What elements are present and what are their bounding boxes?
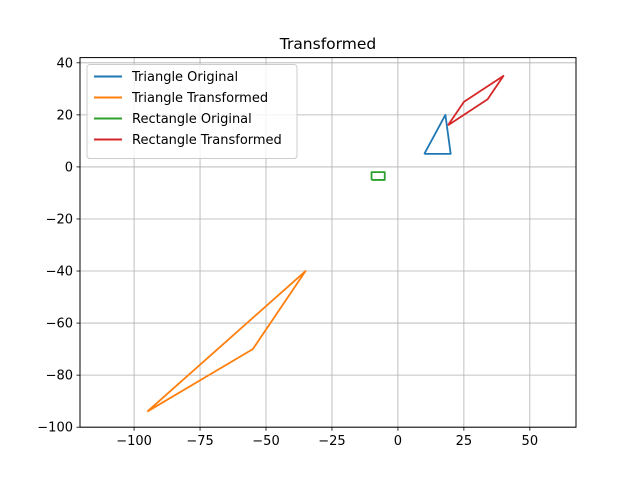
- series-line-triangle-original: [423, 113, 452, 155]
- x-tick-label: 25: [456, 434, 473, 449]
- y-tick-label: −80: [46, 369, 73, 384]
- legend-label-rectangle-original: Rectangle Original: [132, 112, 252, 127]
- series-lines: [146, 74, 505, 413]
- legend: Triangle Original Triangle Transformed Rec…: [86, 64, 298, 159]
- y-tick-label: 0: [65, 160, 73, 175]
- x-tick-label: −100: [116, 434, 152, 449]
- legend-label-triangle-transformed: Triangle Transformed: [131, 91, 268, 106]
- y-tick-label: −20: [46, 212, 73, 227]
- series-line-triangle-transformed: [146, 270, 307, 413]
- legend-box: [86, 64, 298, 159]
- chart-title: Transformed: [279, 35, 376, 53]
- x-tick-label: −25: [318, 434, 345, 449]
- legend-label-triangle-original: Triangle Original: [131, 70, 238, 85]
- series-line-rectangle-original: [370, 171, 386, 181]
- series-line-rectangle-transformed: [447, 74, 505, 127]
- y-tick-label: −60: [46, 317, 73, 332]
- plot-frame: [79, 57, 577, 428]
- y-tick-label: 20: [56, 108, 73, 123]
- x-tick-label: 50: [522, 434, 539, 449]
- y-tick-label: −40: [46, 265, 73, 280]
- legend-label-rectangle-transformed: Rectangle Transformed: [132, 133, 282, 148]
- x-tick-label: −75: [186, 434, 213, 449]
- x-tick-label: −50: [252, 434, 279, 449]
- x-tick-label: 0: [394, 434, 402, 449]
- ticks: −100 −75 −50 −25 0 25 50 −100 −80 −60 −40 −20 0 20 40: [37, 56, 538, 449]
- y-tick-label: 40: [56, 56, 73, 71]
- y-tick-label: −100: [37, 421, 73, 436]
